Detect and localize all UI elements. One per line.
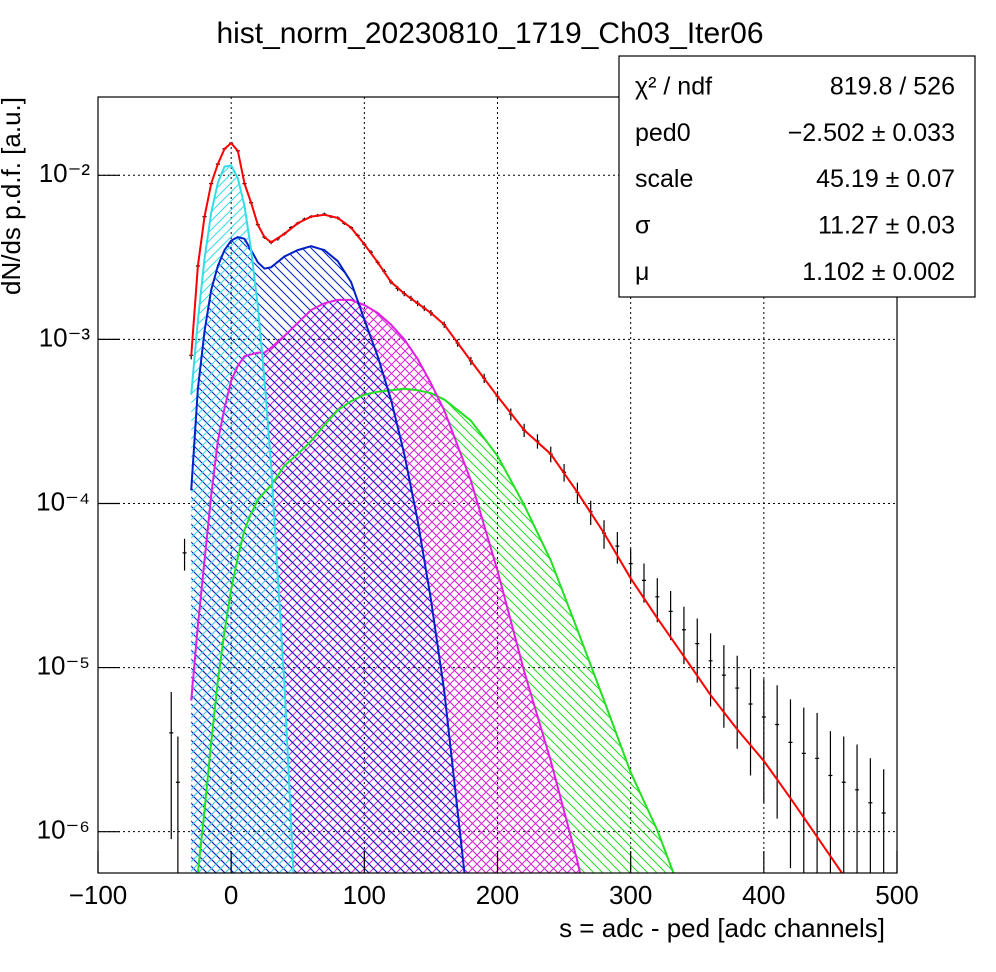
- data-point: [788, 699, 793, 869]
- y-tick-label: 10⁻³: [39, 322, 91, 352]
- data-point: [881, 769, 886, 873]
- data-point: [668, 590, 673, 641]
- x-tick-label: 100: [343, 880, 386, 910]
- data-point: [748, 669, 753, 776]
- y-tick-label: 10⁻²: [39, 158, 91, 188]
- data-point: [695, 618, 700, 683]
- data-point: [175, 736, 180, 873]
- data-point: [868, 758, 873, 873]
- data-point: [761, 679, 766, 803]
- data-point: [735, 655, 740, 749]
- stats-value: −2.502 ± 0.033: [788, 119, 955, 147]
- y-axis-label: dN/ds p.d.f. [a.u.]: [0, 97, 26, 295]
- chart-title: hist_norm_20230810_1719_Ch03_Iter06: [216, 17, 763, 50]
- data-point: [655, 578, 660, 623]
- component-fill: [191, 165, 298, 873]
- plot-area: [98, 97, 897, 873]
- stats-label: scale: [635, 165, 693, 193]
- stats-value: 11.27 ± 0.03: [818, 212, 955, 240]
- data-point: [775, 685, 780, 819]
- stats-label: χ² / ndf: [635, 73, 712, 101]
- stats-value: 1.102 ± 0.002: [802, 258, 955, 286]
- stats-box: χ² / ndf 819.8 / 526 ped0 −2.502 ± 0.033 sca…: [618, 55, 976, 298]
- data-point: [855, 744, 860, 873]
- fit-curve: [190, 141, 844, 873]
- stats-value: 819.8 / 526: [830, 73, 955, 101]
- x-tick-label: 200: [476, 880, 519, 910]
- fit-curve: [196, 387, 675, 873]
- fit-curve: [190, 298, 582, 873]
- stats-frame: [618, 55, 976, 298]
- fit-curve: [190, 236, 466, 873]
- y-tick-label: 10⁻⁵: [37, 650, 90, 680]
- data-point: [815, 712, 820, 873]
- data-point: [801, 707, 806, 873]
- y-tick-label: 10⁻⁶: [37, 815, 90, 845]
- fit-curve: [190, 164, 295, 873]
- x-axis-label: s = adc - ped [adc channels]: [559, 913, 885, 943]
- data-point: [641, 563, 646, 603]
- data-point: [841, 736, 846, 873]
- data-point: [681, 606, 686, 665]
- data-point: [721, 645, 726, 728]
- x-tick-label: 0: [224, 880, 238, 910]
- y-tick-label: 10⁻⁴: [36, 486, 90, 516]
- data-point: [169, 691, 174, 840]
- stats-label: μ: [635, 258, 649, 286]
- x-tick-label: −100: [69, 880, 128, 910]
- stats-label: σ: [635, 212, 651, 240]
- data-point: [615, 532, 620, 564]
- stats-label: ped0: [635, 119, 691, 147]
- data-point: [828, 731, 833, 873]
- x-tick-label: 500: [875, 880, 918, 910]
- data-point: [182, 538, 187, 571]
- stats-value: 45.19 ± 0.07: [816, 165, 955, 193]
- x-tick-label: 400: [742, 880, 785, 910]
- x-tick-label: 300: [609, 880, 652, 910]
